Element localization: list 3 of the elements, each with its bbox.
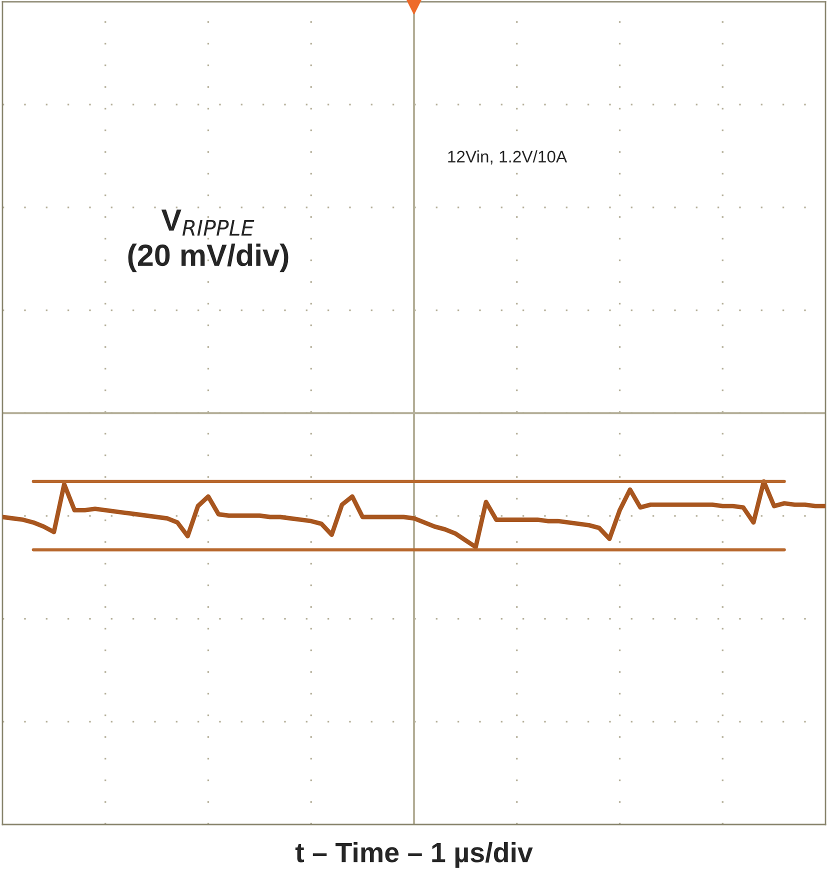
- text: V$_{RIPPLE}$ (20 mV/div): [128, 210, 288, 272]
- text: t – Time – 1 µs/div: [295, 842, 533, 868]
- text: 12Vin, 1.2V/10A: [448, 150, 568, 165]
